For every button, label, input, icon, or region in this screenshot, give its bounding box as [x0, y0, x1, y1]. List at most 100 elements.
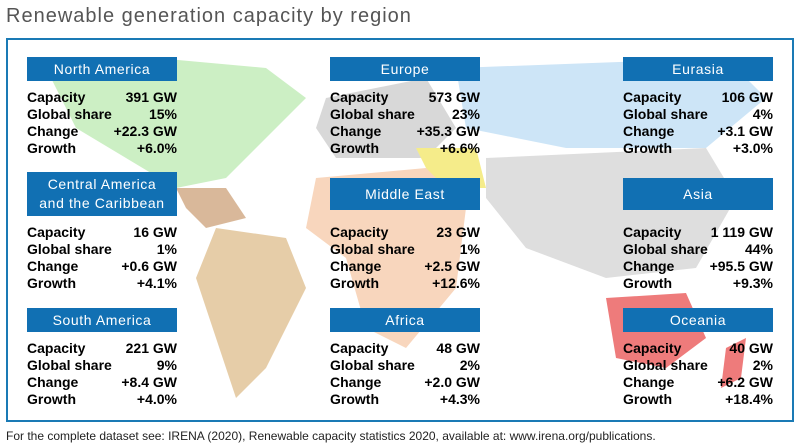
stat-row: Global share 9% — [27, 357, 177, 374]
stat-value: +18.4% — [725, 391, 773, 407]
stat-value: 9% — [156, 357, 177, 373]
stat-value: +0.6 GW — [121, 258, 177, 274]
region-stats: Capacity 16 GW Global share 1% Change +0.6 GW… — [27, 224, 177, 292]
stat-label: Global share — [623, 106, 708, 122]
stat-value: 23 GW — [436, 224, 480, 240]
stat-row: Change +35.3 GW — [330, 123, 480, 140]
stat-value: +3.0% — [732, 140, 773, 156]
stat-label: Change — [623, 123, 675, 139]
stat-label: Growth — [623, 391, 672, 407]
stat-row: Global share 23% — [330, 106, 480, 123]
stat-row: Growth +6.0% — [27, 140, 177, 157]
stat-row: Global share 15% — [27, 106, 177, 123]
region-name: Central America — [47, 176, 157, 192]
stat-row: Capacity 106 GW — [623, 89, 773, 106]
stat-value: 1% — [156, 241, 177, 257]
stat-value: 48 GW — [436, 340, 480, 356]
stat-value: +12.6% — [432, 275, 480, 291]
stat-row: Global share 4% — [623, 106, 773, 123]
stat-label: Change — [623, 374, 675, 390]
stat-row: Capacity 16 GW — [27, 224, 177, 241]
stat-row: Global share 2% — [330, 357, 480, 374]
stat-row: Change +22.3 GW — [27, 123, 177, 140]
stat-value: +2.0 GW — [424, 374, 480, 390]
stat-label: Global share — [623, 241, 708, 257]
region-name: South America — [52, 311, 152, 328]
region-header: North America — [27, 57, 177, 81]
stat-label: Growth — [27, 275, 76, 291]
stat-value: 2% — [752, 357, 773, 373]
region-header: South America — [27, 308, 177, 332]
stat-label: Capacity — [623, 224, 682, 240]
stat-row: Change +3.1 GW — [623, 123, 773, 140]
stat-label: Change — [330, 123, 382, 139]
stat-row: Growth +3.0% — [623, 140, 773, 157]
region-header: Africa — [330, 308, 480, 332]
region-header: Middle East — [330, 178, 480, 210]
region-stats: Capacity 23 GW Global share 1% Change +2.5 GW… — [330, 224, 480, 292]
stat-value: 4% — [752, 106, 773, 122]
stat-row: Growth +12.6% — [330, 275, 480, 292]
stat-value: 15% — [148, 106, 177, 122]
stat-value: 1% — [459, 241, 480, 257]
region-header: Oceania — [623, 308, 773, 332]
stat-row: Capacity 40 GW — [623, 340, 773, 357]
stat-row: Change +8.4 GW — [27, 374, 177, 391]
region-stats: Capacity 1 119 GW Global share 44% Change +95… — [623, 224, 773, 292]
stat-row: Change +0.6 GW — [27, 258, 177, 275]
stat-value: 391 GW — [125, 89, 177, 105]
stat-label: Change — [27, 258, 79, 274]
stat-row: Change +2.0 GW — [330, 374, 480, 391]
stat-value: 2% — [459, 357, 480, 373]
stat-row: Growth +4.3% — [330, 391, 480, 408]
region-header: Europe — [330, 57, 480, 81]
stat-label: Capacity — [27, 340, 86, 356]
stat-value: 1 119 GW — [710, 224, 773, 240]
stat-label: Growth — [330, 391, 379, 407]
stat-label: Change — [330, 258, 382, 274]
region-stats: Capacity 48 GW Global share 2% Change +2.0 GW… — [330, 340, 480, 408]
stat-value: +3.1 GW — [717, 123, 773, 139]
stat-row: Capacity 391 GW — [27, 89, 177, 106]
region-name: Europe — [380, 60, 430, 77]
stat-row: Growth +9.3% — [623, 275, 773, 292]
region-header: Asia — [623, 178, 773, 210]
stat-label: Growth — [27, 391, 76, 407]
stat-label: Change — [330, 374, 382, 390]
stat-value: 221 GW — [125, 340, 177, 356]
stat-row: Change +2.5 GW — [330, 258, 480, 275]
stat-value: 40 GW — [729, 340, 773, 356]
stat-value: +9.3% — [732, 275, 773, 291]
stat-value: +8.4 GW — [121, 374, 177, 390]
region-name: North America — [53, 60, 151, 77]
stat-value: +4.1% — [136, 275, 177, 291]
stat-label: Global share — [27, 106, 112, 122]
stat-label: Capacity — [330, 340, 389, 356]
region-name: and the Caribbean — [39, 195, 165, 211]
stat-value: +4.3% — [439, 391, 480, 407]
stat-value: 44% — [744, 241, 773, 257]
region-name: Oceania — [669, 311, 727, 328]
region-name: Eurasia — [672, 60, 724, 77]
stat-value: 23% — [451, 106, 480, 122]
region-name: Africa — [385, 311, 425, 328]
stat-value: +35.3 GW — [416, 123, 480, 139]
region-stats: Capacity 391 GW Global share 15% Change +22.3… — [27, 89, 177, 157]
stat-value: 16 GW — [133, 224, 177, 240]
stat-label: Growth — [330, 140, 379, 156]
stat-label: Global share — [623, 357, 708, 373]
stat-row: Global share 2% — [623, 357, 773, 374]
stat-label: Global share — [330, 106, 415, 122]
stat-row: Capacity 23 GW — [330, 224, 480, 241]
stat-label: Growth — [623, 140, 672, 156]
stat-row: Global share 1% — [27, 241, 177, 258]
world-map — [6, 38, 794, 422]
region-name: Asia — [683, 185, 713, 202]
stat-label: Capacity — [330, 89, 389, 105]
stat-row: Change +95.5 GW — [623, 258, 773, 275]
stat-value: +22.3 GW — [113, 123, 177, 139]
stat-value: +4.0% — [136, 391, 177, 407]
region-header: Eurasia — [623, 57, 773, 81]
stat-label: Capacity — [27, 89, 86, 105]
stat-label: Capacity — [623, 340, 682, 356]
